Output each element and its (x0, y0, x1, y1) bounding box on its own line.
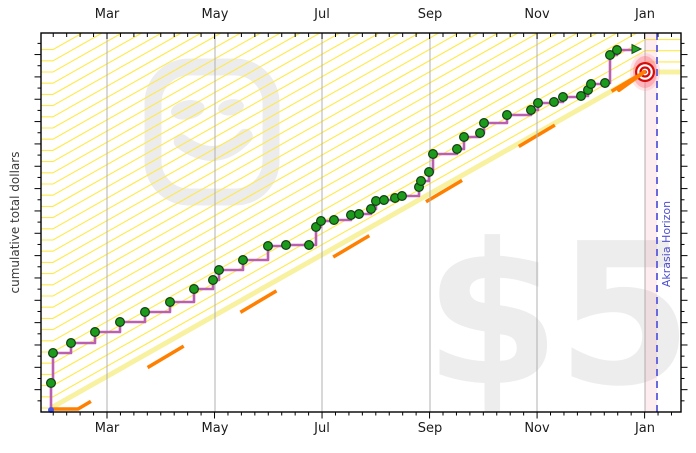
datapoint (281, 240, 292, 251)
datapoint (65, 338, 76, 349)
guideline (41, 32, 400, 230)
datapoint (140, 307, 151, 318)
guideline (41, 32, 321, 185)
datapoint (599, 77, 610, 88)
guideline (41, 32, 202, 118)
akrasia-horizon-label: Akrasia Horizon (660, 200, 673, 288)
month-label-bottom: May (201, 421, 229, 436)
datapoint (371, 196, 382, 207)
month-label-top: May (201, 7, 229, 22)
datapoint (89, 327, 100, 338)
datapoint (416, 176, 427, 187)
y-axis-label: cumulative total dollars (8, 151, 22, 294)
guideline (41, 32, 638, 364)
guideline (41, 32, 519, 297)
datapoint (525, 104, 536, 115)
guideline (41, 32, 83, 51)
datapoint (329, 215, 340, 226)
guideline (41, 32, 182, 107)
datapoint (452, 144, 463, 155)
rate-watermark: $5 (424, 202, 693, 430)
datapoint (502, 109, 513, 120)
guideline (41, 32, 281, 163)
guideline (41, 32, 123, 73)
datapoint (214, 265, 225, 276)
guideline (41, 32, 479, 275)
guideline (41, 32, 459, 263)
datapoint (575, 90, 586, 101)
guideline (41, 32, 261, 151)
datapoint (354, 209, 365, 220)
month-label-bottom: Jan (634, 421, 656, 436)
guideline (41, 61, 681, 398)
datapoint (165, 297, 176, 308)
guideline (41, 32, 499, 286)
guideline (41, 32, 162, 95)
goal-dart (617, 70, 646, 92)
guideline (41, 32, 380, 219)
datapoint (585, 78, 596, 89)
datapoint (238, 255, 249, 266)
guideline (41, 32, 440, 252)
datapoint (611, 44, 622, 55)
guideline (41, 32, 143, 84)
month-label-bottom: Jul (314, 421, 330, 436)
datapoint (548, 96, 559, 107)
datapoint (316, 216, 327, 227)
month-label-bottom: Mar (94, 421, 120, 436)
month-label-bottom: Nov (524, 421, 550, 436)
guideline (41, 32, 578, 331)
guideline (41, 32, 360, 207)
datapoint (114, 317, 125, 328)
guideline (41, 32, 301, 174)
guideline (41, 32, 618, 353)
guideline (41, 32, 242, 140)
month-label-bottom: Sep (417, 421, 443, 436)
datapoint (45, 378, 56, 389)
datapoint (557, 91, 568, 102)
month-label-top: Nov (524, 7, 550, 22)
month-label-top: Jul (314, 7, 330, 22)
month-label-top: Mar (94, 7, 120, 22)
month-label-top: Jan (634, 7, 656, 22)
datapoint (459, 132, 470, 143)
datapoint (304, 240, 315, 251)
guideline (41, 32, 341, 196)
month-label-top: Sep (417, 7, 443, 22)
datapoint (604, 49, 615, 60)
data-step-line (49, 48, 636, 410)
guideline (41, 38, 681, 375)
guideline (41, 32, 420, 241)
guideline (41, 32, 539, 308)
guideline (41, 32, 598, 342)
datapoint (397, 191, 408, 202)
guideline (41, 32, 222, 129)
datapoint (47, 348, 58, 359)
datapoint (379, 195, 390, 206)
datapoint (428, 149, 439, 160)
datapoint (189, 284, 200, 295)
datapoint (366, 204, 377, 215)
datapoint (263, 241, 274, 252)
forecast-arrow-icon (631, 43, 643, 55)
orange-dashed-line (51, 70, 645, 411)
road-centerline (49, 69, 681, 411)
datapoint (532, 97, 543, 108)
datapoint (424, 167, 435, 178)
datapoint (346, 210, 357, 221)
datapoint (208, 275, 219, 286)
guideline (41, 32, 103, 62)
datapoint (479, 117, 490, 128)
datapoint (475, 128, 486, 139)
horizon-band (645, 33, 657, 412)
guideline (41, 32, 558, 319)
